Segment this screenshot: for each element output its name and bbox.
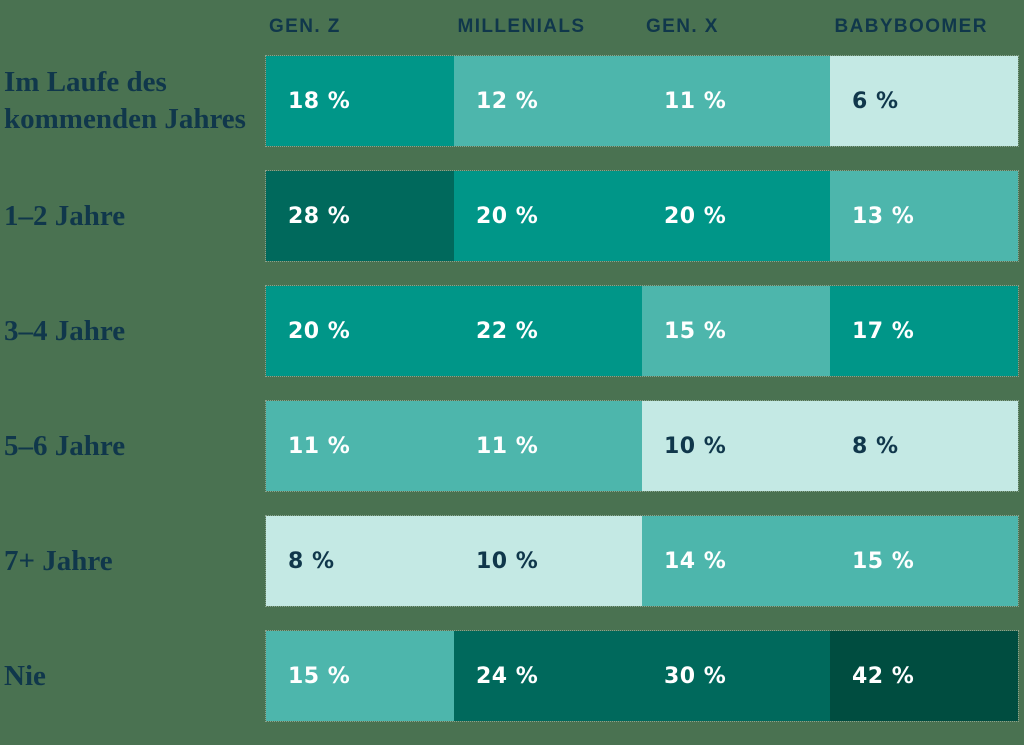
row-bar: 11 % 11 % 10 % 8 % [265, 400, 1019, 492]
row-bar: 8 % 10 % 14 % 15 % [265, 515, 1019, 607]
chart-row-7plus-jahre: 7+ Jahre 8 % 10 % 14 % 15 % [0, 515, 1024, 607]
value-cell: 10 % [454, 516, 642, 606]
row-bar: 28 % 20 % 20 % 13 % [265, 170, 1019, 262]
row-bar: 20 % 22 % 15 % 17 % [265, 285, 1019, 377]
row-label: 5–6 Jahre [4, 429, 126, 462]
chart-row-5-6-jahre: 5–6 Jahre 11 % 11 % 10 % 8 % [0, 400, 1024, 492]
value-cell: 15 % [830, 516, 1018, 606]
row-label: 3–4 Jahre [4, 314, 126, 347]
value-cell: 18 % [266, 56, 454, 146]
value-cell: 13 % [830, 171, 1018, 261]
column-header-babyboomer: BABYBOOMER [834, 16, 988, 37]
column-header-gen-z: GEN. Z [269, 16, 341, 37]
generations-usage-heatmap: GEN. Z MILLENIALS GEN. X BABYBOOMER Im L… [4, 15, 1019, 722]
chart-row-nie: Nie 15 % 24 % 30 % 42 % [0, 630, 1024, 722]
row-label: Im Laufe des kommenden Jahres [4, 66, 246, 135]
row-label: 7+ Jahre [4, 544, 113, 577]
value-cell: 8 % [266, 516, 454, 606]
row-bar: 15 % 24 % 30 % 42 % [265, 630, 1019, 722]
value-cell: 20 % [642, 171, 830, 261]
value-cell: 10 % [642, 401, 830, 491]
value-cell: 11 % [454, 401, 642, 491]
value-cell: 14 % [642, 516, 830, 606]
value-cell: 28 % [266, 171, 454, 261]
value-cell: 20 % [266, 286, 454, 376]
value-cell: 20 % [454, 171, 642, 261]
value-cell: 6 % [830, 56, 1018, 146]
value-cell: 8 % [830, 401, 1018, 491]
value-cell: 30 % [642, 631, 830, 721]
value-cell: 15 % [266, 631, 454, 721]
chart-row-1-2-jahre: 1–2 Jahre 28 % 20 % 20 % 13 % [0, 170, 1024, 262]
value-cell: 11 % [642, 56, 830, 146]
value-cell: 22 % [454, 286, 642, 376]
row-bar: 18 % 12 % 11 % 6 % [265, 55, 1019, 147]
value-cell: 12 % [454, 56, 642, 146]
value-cell: 24 % [454, 631, 642, 721]
value-cell: 15 % [642, 286, 830, 376]
value-cell: 42 % [830, 631, 1018, 721]
value-cell: 11 % [266, 401, 454, 491]
column-header-gen-x: GEN. X [646, 16, 719, 37]
value-cell: 17 % [830, 286, 1018, 376]
column-header-millenials: MILLENIALS [457, 16, 586, 37]
row-label: Nie [4, 659, 46, 692]
chart-rows: Im Laufe des kommenden Jahres 18 % 12 % … [0, 55, 1024, 745]
row-label: 1–2 Jahre [4, 199, 126, 232]
chart-row-kommendes-jahr: Im Laufe des kommenden Jahres 18 % 12 % … [0, 55, 1024, 147]
column-headers: GEN. Z MILLENIALS GEN. X BABYBOOMER [265, 15, 1019, 38]
chart-row-3-4-jahre: 3–4 Jahre 20 % 22 % 15 % 17 % [0, 285, 1024, 377]
